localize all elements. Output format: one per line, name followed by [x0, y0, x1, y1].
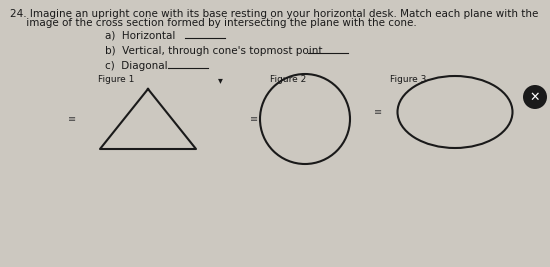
Text: ≡: ≡ [250, 114, 258, 124]
Text: Figure 1: Figure 1 [98, 75, 134, 84]
Text: ▾: ▾ [218, 75, 222, 85]
Text: Figure 3: Figure 3 [390, 75, 426, 84]
Text: Figure 2: Figure 2 [270, 75, 306, 84]
Text: b)  Vertical, through cone's topmost point: b) Vertical, through cone's topmost poin… [105, 46, 322, 56]
Text: ≡: ≡ [68, 114, 76, 124]
Circle shape [523, 85, 547, 109]
Text: 24. Imagine an upright cone with its base resting on your horizontal desk. Match: 24. Imagine an upright cone with its bas… [10, 9, 538, 19]
Text: image of the cross section formed by intersecting the plane with the cone.: image of the cross section formed by int… [10, 18, 417, 28]
Text: a)  Horizontal: a) Horizontal [105, 31, 175, 41]
Text: ✕: ✕ [530, 91, 540, 104]
Text: ≡: ≡ [374, 107, 382, 117]
Text: c)  Diagonal: c) Diagonal [105, 61, 168, 71]
